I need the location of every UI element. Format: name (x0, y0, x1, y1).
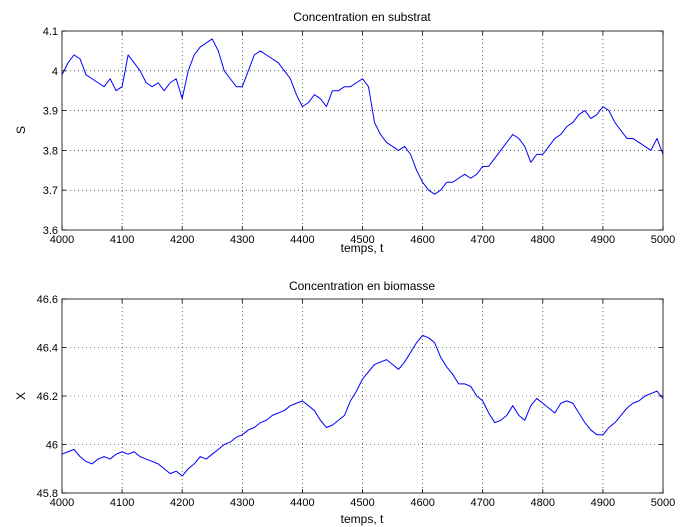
y-tick-label: 3.9 (43, 106, 58, 118)
y-tick-label: 46.4 (37, 343, 58, 355)
x-tick-label: 4000 (50, 234, 74, 246)
y-tick-label: 46.2 (37, 391, 58, 403)
x-tick-label: 4900 (591, 497, 615, 509)
y-tick-label: 46.6 (37, 294, 58, 306)
x-tick-label: 4600 (410, 234, 434, 246)
y-tick-label: 3.7 (43, 185, 58, 197)
y-tick-label: 4 (52, 66, 58, 78)
x-tick-label: 4700 (470, 497, 494, 509)
y-tick-label: 4.1 (43, 26, 58, 38)
x-axis-label: temps, t (341, 241, 384, 255)
x-axis-label: temps, t (341, 512, 384, 526)
x-tick-label: 4100 (110, 497, 134, 509)
x-tick-label: 4300 (230, 234, 254, 246)
x-tick-label: 4400 (290, 497, 314, 509)
x-tick-label: 5000 (651, 497, 675, 509)
series-line (61, 38, 664, 195)
x-tick-label: 4400 (290, 234, 314, 246)
x-tick-label: 4200 (170, 234, 194, 246)
y-axis-label: S (14, 126, 28, 134)
biomass-panel: Concentration en biomasse temps, t X 400… (14, 279, 675, 526)
x-tick-label: 4500 (350, 234, 374, 246)
x-tick-label: 4800 (531, 234, 555, 246)
y-tick-label: 46 (46, 440, 58, 452)
x-tick-label: 5000 (651, 234, 675, 246)
y-axis-label: X (14, 392, 28, 400)
substrate-panel: Concentration en substrat temps, t S 400… (14, 10, 675, 255)
chart-title: Concentration en substrat (293, 10, 431, 24)
x-tick-label: 4800 (531, 497, 555, 509)
y-tick-label: 3.8 (43, 145, 58, 157)
chart-title: Concentration en biomasse (289, 279, 435, 293)
series-line (61, 334, 664, 477)
x-tick-label: 4000 (50, 497, 74, 509)
x-tick-label: 4600 (410, 497, 434, 509)
x-tick-label: 4900 (591, 234, 615, 246)
x-tick-label: 4100 (110, 234, 134, 246)
y-tick-label: 45.8 (37, 488, 58, 500)
y-tick-label: 3.6 (43, 225, 58, 237)
x-tick-label: 4300 (230, 497, 254, 509)
x-tick-label: 4200 (170, 497, 194, 509)
axes-frame (61, 30, 664, 231)
x-tick-label: 4500 (350, 497, 374, 509)
x-tick-label: 4700 (470, 234, 494, 246)
